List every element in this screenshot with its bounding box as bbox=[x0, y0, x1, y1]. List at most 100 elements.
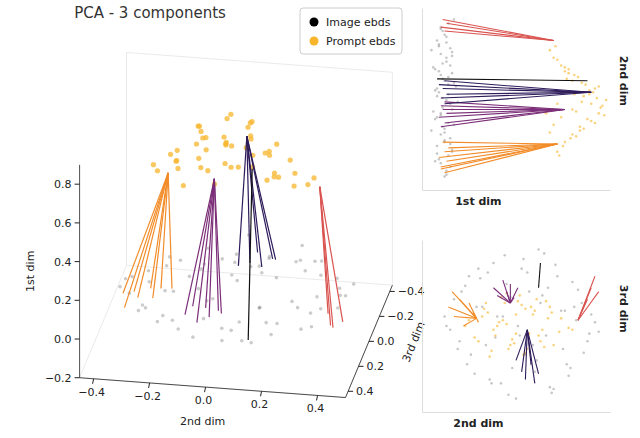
image-point bbox=[505, 283, 508, 286]
x-tick-label: −0.2 bbox=[134, 390, 161, 403]
prompt-point bbox=[311, 175, 316, 180]
image-point bbox=[319, 273, 323, 277]
prompt-point bbox=[198, 129, 203, 134]
back-edge bbox=[392, 72, 393, 285]
image-point bbox=[445, 41, 448, 44]
prompt-point bbox=[603, 114, 606, 117]
image-point bbox=[258, 306, 262, 310]
image-point bbox=[449, 143, 452, 146]
pair-line bbox=[446, 144, 557, 161]
image-point bbox=[432, 66, 435, 69]
prompt-point bbox=[485, 302, 488, 305]
panel-axis bbox=[423, 412, 611, 413]
prompt-point bbox=[291, 183, 296, 188]
image-point bbox=[485, 344, 488, 347]
image-point bbox=[299, 327, 303, 331]
prompt-point bbox=[599, 106, 602, 109]
image-point bbox=[550, 392, 553, 395]
prompt-point bbox=[267, 153, 272, 158]
image-point bbox=[436, 145, 439, 148]
prompt-point bbox=[577, 76, 580, 79]
image-point bbox=[275, 322, 279, 326]
image-point bbox=[296, 306, 300, 310]
z-tick-label: 0.2 bbox=[54, 294, 72, 307]
image-point bbox=[449, 137, 452, 140]
pair-line bbox=[439, 110, 565, 118]
pair-line bbox=[463, 318, 476, 326]
pair-line bbox=[452, 292, 476, 319]
prompt-point bbox=[545, 300, 548, 303]
image-point bbox=[171, 318, 175, 322]
image-point bbox=[141, 303, 145, 307]
image-point bbox=[552, 388, 555, 391]
prompt-point bbox=[567, 72, 570, 75]
prompt-point bbox=[556, 58, 559, 61]
prompt-point bbox=[496, 325, 499, 328]
prompt-point bbox=[507, 348, 510, 351]
image-point bbox=[443, 131, 446, 134]
top-edge bbox=[126, 52, 392, 72]
image-point bbox=[443, 139, 446, 142]
image-point bbox=[447, 76, 450, 79]
image-point bbox=[573, 306, 576, 309]
pair-lines-3d bbox=[123, 173, 172, 308]
pair-line bbox=[527, 330, 538, 374]
image-point bbox=[481, 306, 484, 309]
image-point bbox=[200, 267, 204, 271]
image-point bbox=[430, 129, 433, 132]
image-point bbox=[172, 289, 176, 293]
image-point bbox=[436, 87, 439, 90]
pair-line bbox=[445, 102, 565, 110]
marks-3d bbox=[118, 112, 355, 345]
image-point bbox=[597, 330, 600, 333]
pair-line bbox=[441, 106, 565, 110]
pair-lines-3d bbox=[238, 136, 275, 267]
image-point bbox=[577, 288, 580, 291]
image-point bbox=[235, 279, 239, 283]
z-tick-label: −0.2 bbox=[45, 372, 72, 385]
image-point bbox=[436, 95, 439, 98]
prompt-point bbox=[288, 157, 293, 162]
image-point bbox=[294, 260, 298, 264]
prompt-point bbox=[515, 332, 518, 335]
image-point bbox=[560, 309, 563, 312]
prompt-point bbox=[518, 294, 521, 297]
image-point bbox=[473, 372, 476, 375]
prompt-point bbox=[481, 315, 484, 318]
image-point bbox=[299, 258, 303, 262]
image-point bbox=[352, 282, 356, 286]
z-tick-label: 0.8 bbox=[54, 178, 72, 191]
image-point bbox=[438, 70, 441, 73]
prompt-point bbox=[582, 127, 585, 130]
image-point bbox=[118, 285, 122, 289]
prompt-point bbox=[571, 133, 574, 136]
y-tick-label: 0.0 bbox=[377, 335, 395, 348]
pair-line bbox=[525, 330, 527, 380]
image-point bbox=[487, 271, 490, 274]
image-point bbox=[458, 340, 461, 343]
image-point bbox=[470, 353, 473, 356]
panel-axis-line bbox=[423, 190, 611, 191]
image-point bbox=[229, 329, 233, 333]
image-point bbox=[464, 285, 467, 288]
image-point bbox=[532, 344, 535, 347]
axes-3d: −0.4−0.20.00.20.42nd dim−0.4−0.20.00.20.… bbox=[24, 165, 428, 428]
image-point bbox=[309, 311, 313, 315]
legend-label: Image ebds bbox=[326, 16, 391, 29]
pair-line bbox=[477, 318, 479, 322]
image-point bbox=[575, 319, 578, 322]
y-tick bbox=[379, 316, 384, 317]
prompt-point bbox=[503, 302, 506, 305]
image-point bbox=[451, 72, 454, 75]
pair-line bbox=[439, 144, 557, 157]
prompt-point bbox=[509, 344, 512, 347]
image-point bbox=[211, 297, 215, 301]
prompt-point bbox=[575, 110, 578, 113]
image-point bbox=[443, 34, 446, 37]
image-point bbox=[124, 277, 128, 281]
image-point bbox=[571, 281, 574, 284]
image-point bbox=[477, 267, 480, 270]
prompt-point bbox=[292, 171, 297, 176]
y-tick-label: 0.4 bbox=[356, 385, 374, 398]
image-point bbox=[440, 28, 443, 31]
